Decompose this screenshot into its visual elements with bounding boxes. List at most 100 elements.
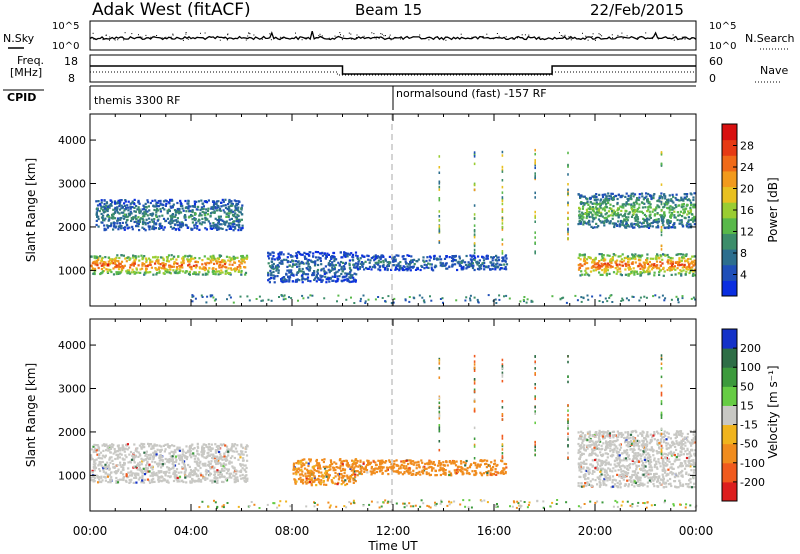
echo-cell [301,464,304,467]
echo-cell [236,444,239,447]
echo-cell [638,206,641,209]
echo-cell [167,466,170,470]
echo-cell [154,199,157,202]
echo-cell [428,259,431,262]
echo-cell [302,474,305,477]
echo-cell [477,262,480,265]
echo-cell [312,252,315,255]
echo-cell [132,459,135,462]
echo-cell [340,267,343,270]
frequency-line [90,65,696,75]
echo-cell [210,206,213,209]
echo-cell [605,212,608,215]
echo-cell [685,253,688,256]
nsearch-point [145,34,147,36]
echo-cell [244,446,248,449]
echo-cell [348,263,351,267]
echo-cell [332,251,336,255]
echo-cell [439,261,442,264]
echo-cell [473,188,476,192]
echo-cell [583,253,586,256]
echo-cell [619,213,622,216]
echo-cell [693,274,696,277]
echo-cell [311,272,314,275]
echo-cell [101,271,104,274]
echo-cell [616,201,619,205]
echo-cell [411,260,414,264]
echo-cell [300,473,303,476]
echo-cell [168,265,171,269]
echo-cell [115,272,118,276]
echo-cell [617,216,620,219]
echo-cell [409,260,412,263]
echo-cell [103,207,106,210]
echo-cell [126,272,129,275]
echo-cell [237,269,240,272]
nsearch-point [117,39,119,41]
echo-cell [138,202,141,205]
echo-cell [131,268,134,271]
echo-cell [97,456,100,459]
echo-cell [356,265,359,268]
echo-cell [606,262,610,265]
echo-cell [240,271,243,274]
echo-cell [317,477,320,480]
echo-cell [105,209,108,212]
echo-cell [183,465,186,468]
echo-cell [190,210,193,213]
echo-cell [90,456,93,459]
echo-cell [115,265,118,269]
echo-cell [221,467,224,471]
echo-cell [150,266,153,269]
echo-cell [433,257,436,261]
echo-cell [522,298,525,301]
echo-cell [629,268,632,271]
echo-cell [366,267,369,270]
echo-cell [623,219,626,222]
echo-cell [201,449,204,452]
echo-cell [337,466,340,469]
echo-cell [285,279,288,282]
echo-cell [682,205,685,208]
echo-cell [345,273,349,276]
echo-cell [608,195,611,198]
echo-cell [190,471,193,474]
echo-cell [351,459,354,462]
echo-cell [157,465,160,468]
echo-cell [200,206,203,209]
echo-cell [178,268,181,271]
echo-cell [268,265,272,268]
echo-cell [322,460,325,464]
echo-cell [179,225,182,229]
echo-cell [318,475,321,478]
echo-cell [352,472,355,475]
echo-cell [141,267,144,270]
echo-cell [166,443,169,446]
echo-cell [155,471,158,475]
echo-cell [151,473,154,476]
echo-cell [176,446,179,449]
echo-cell [631,261,634,264]
echo-cell [438,166,441,169]
echo-cell [620,206,623,209]
echo-cell [116,254,119,257]
echo-cell [238,220,242,223]
noise-tick-right-top: 10^5 [709,21,736,32]
echo-cell [311,472,314,475]
echo-cell [181,204,184,207]
echo-cell [534,174,536,178]
echo-cell [115,471,118,474]
echo-cell [634,209,637,212]
echo-cell [112,273,116,276]
echo-cell [142,219,145,222]
echo-cell [308,458,311,461]
echo-cell [632,202,635,205]
nsearch-point [253,34,255,36]
echo-cell [174,460,178,463]
echo-cell [134,256,138,259]
echo-cell [190,481,193,484]
echo-cell [693,262,696,265]
echo-cell [320,263,323,266]
echo-cell [335,271,338,274]
echo-cell [101,221,104,224]
